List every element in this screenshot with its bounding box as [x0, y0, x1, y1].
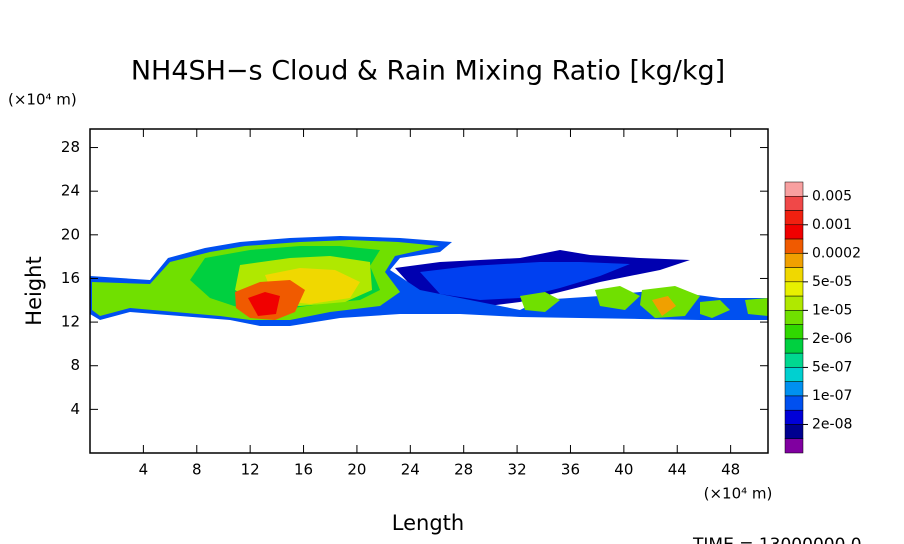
- x-tick-label: 32: [508, 461, 527, 479]
- x-tick-label: 12: [241, 461, 260, 479]
- colorbar-label: 2e-08: [812, 416, 852, 432]
- colorbar-label: 0.001: [812, 217, 852, 233]
- y-tick-label: 16: [61, 269, 80, 287]
- colorbar-swatch: [784, 295, 804, 311]
- x-tick-label: 40: [614, 461, 633, 479]
- colorbar-swatch: [784, 381, 804, 397]
- colorbar-swatch: [784, 438, 804, 454]
- plot-frame: [89, 128, 769, 454]
- x-tick-label: 4: [139, 461, 149, 479]
- y-axis-label: Height: [22, 256, 46, 325]
- colorbar-swatch: [784, 395, 804, 411]
- x-tick-label: 16: [294, 461, 313, 479]
- x-tick-label: 24: [401, 461, 420, 479]
- colorbar-label: 1e-07: [812, 388, 852, 404]
- y-tick-label: 28: [61, 138, 80, 156]
- colorbar-swatch: [784, 424, 804, 439]
- colorbar-label: 0.0002: [812, 245, 861, 261]
- y-unit: (×10⁴ m): [8, 91, 77, 109]
- x-tick-label: 8: [192, 461, 202, 479]
- y-tick-label: 12: [61, 313, 80, 331]
- x-unit: (×10⁴ m): [704, 485, 773, 503]
- colorbar-swatch: [784, 338, 804, 354]
- colorbar-swatch: [784, 310, 804, 325]
- x-tick-label: 48: [721, 461, 740, 479]
- colorbar-swatch: [784, 409, 804, 425]
- colorbar-label: 5e-07: [812, 359, 852, 375]
- y-tick-label: 8: [70, 356, 80, 374]
- colorbar-swatch: [784, 196, 804, 211]
- x-tick-label: 28: [454, 461, 473, 479]
- colorbar-label: 1e-05: [812, 302, 852, 318]
- x-tick-label: 36: [561, 461, 580, 479]
- y-tick-label: 24: [61, 182, 80, 200]
- colorbar-swatch: [784, 281, 804, 297]
- colorbar-swatch: [784, 253, 804, 268]
- colorbar-label: 2e-06: [812, 331, 852, 347]
- x-tick-label: 20: [347, 461, 366, 479]
- colorbar-label: 5e-05: [812, 274, 852, 290]
- chart-title: NH4SH−s Cloud & Rain Mixing Ratio [kg/kg…: [131, 56, 725, 87]
- cloud-field: [90, 236, 768, 326]
- colorbar-swatch: [784, 238, 804, 254]
- y-tick-label: 20: [61, 225, 80, 243]
- colorbar-swatch: [784, 352, 804, 368]
- colorbar-label: 0.005: [812, 188, 852, 204]
- colorbar-swatch: [784, 324, 804, 340]
- colorbar-swatch: [784, 181, 804, 197]
- y-tick-label: 4: [70, 400, 80, 418]
- colorbar-swatch: [784, 224, 804, 240]
- x-tick-label: 44: [668, 461, 687, 479]
- colorbar-swatch: [784, 210, 804, 226]
- colorbar-swatch: [784, 267, 804, 283]
- x-axis-label: Length: [392, 511, 464, 535]
- colorbar-swatch: [784, 367, 804, 382]
- footer: TIME = 13000000.0: [692, 535, 862, 544]
